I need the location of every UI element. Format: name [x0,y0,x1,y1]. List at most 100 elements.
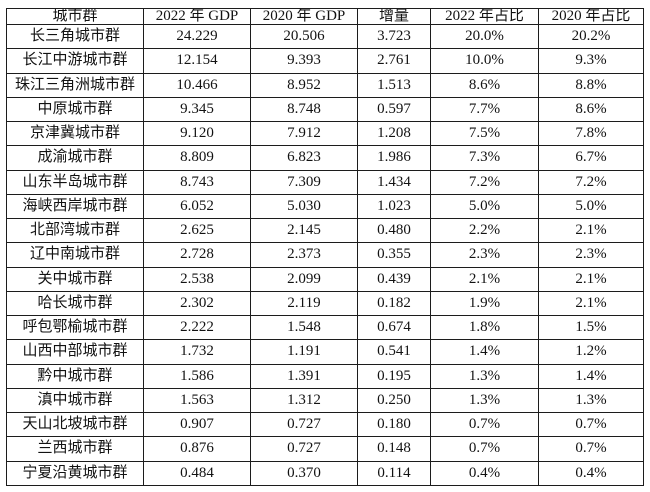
cell-share-2022: 2.2% [430,217,539,244]
cell-gdp-2020: 1.391 [250,363,358,389]
column-header-share-2020: 2020 年占比 [538,8,644,25]
cell-gdp-2020: 7.912 [250,120,358,147]
cell-increase: 0.182 [357,290,431,317]
cell-increase: 0.195 [357,363,431,389]
cell-share-2020: 5.0% [538,193,644,220]
cell-gdp-2020: 6.823 [250,145,358,171]
header-row: 城市群 2022 年 GDP 2020 年 GDP 增量 2022 年占比 20… [6,8,644,25]
cell-share-2020: 2.1% [538,290,644,317]
table-row: 海峡西岸城市群 6.052 5.030 1.023 5.0% 5.0% [6,193,644,220]
cell-gdp-2022: 2.728 [143,242,251,268]
cell-cluster: 关中城市群 [6,266,144,292]
cell-increase: 1.434 [357,169,431,195]
cell-share-2020: 7.2% [538,169,644,195]
cell-share-2022: 2.3% [430,242,539,268]
cell-cluster: 天山北坡城市群 [6,411,144,438]
table-row: 辽中南城市群 2.728 2.373 0.355 2.3% 2.3% [6,242,644,268]
cell-share-2022: 0.7% [430,436,539,462]
cell-gdp-2022: 1.732 [143,339,251,365]
table-row: 呼包鄂榆城市群 2.222 1.548 0.674 1.8% 1.5% [6,314,644,341]
cell-share-2020: 7.8% [538,120,644,147]
cell-cluster: 兰西城市群 [6,436,144,462]
cell-increase: 0.674 [357,314,431,341]
cell-share-2022: 1.4% [430,339,539,365]
cell-gdp-2020: 1.312 [250,387,358,414]
cell-gdp-2020: 9.393 [250,48,358,74]
cell-gdp-2022: 6.052 [143,193,251,220]
cell-share-2020: 0.7% [538,436,644,462]
cell-gdp-2022: 2.302 [143,290,251,317]
cell-share-2022: 10.0% [430,48,539,74]
cell-gdp-2020: 8.952 [250,72,358,98]
cell-share-2020: 0.7% [538,411,644,438]
cell-share-2022: 1.9% [430,290,539,317]
cell-cluster: 中原城市群 [6,96,144,123]
cell-cluster: 长三角城市群 [6,23,144,50]
cell-gdp-2022: 2.222 [143,314,251,341]
cell-share-2020: 9.3% [538,48,644,74]
table-row: 山西中部城市群 1.732 1.191 0.541 1.4% 1.2% [6,339,644,365]
table-row: 黔中城市群 1.586 1.391 0.195 1.3% 1.4% [6,363,644,389]
cell-cluster: 呼包鄂榆城市群 [6,314,144,341]
cell-cluster: 成渝城市群 [6,145,144,171]
cell-gdp-2020: 0.727 [250,436,358,462]
cell-gdp-2020: 2.145 [250,217,358,244]
cell-share-2022: 8.6% [430,72,539,98]
cell-gdp-2020: 0.370 [250,460,358,486]
cell-share-2020: 2.1% [538,266,644,292]
cell-share-2020: 0.4% [538,460,644,486]
cell-cluster: 宁夏沿黄城市群 [6,460,144,486]
column-header-cluster: 城市群 [6,8,144,25]
city-cluster-gdp-table: 城市群 2022 年 GDP 2020 年 GDP 增量 2022 年占比 20… [6,8,644,486]
cell-gdp-2020: 5.030 [250,193,358,220]
cell-share-2020: 6.7% [538,145,644,171]
cell-gdp-2022: 8.743 [143,169,251,195]
cell-increase: 1.208 [357,120,431,147]
table-row: 宁夏沿黄城市群 0.484 0.370 0.114 0.4% 0.4% [6,460,644,486]
cell-gdp-2020: 20.506 [250,23,358,50]
cell-share-2020: 2.1% [538,217,644,244]
cell-cluster: 黔中城市群 [6,363,144,389]
cell-increase: 1.023 [357,193,431,220]
cell-increase: 0.480 [357,217,431,244]
cell-gdp-2022: 2.538 [143,266,251,292]
cell-gdp-2022: 2.625 [143,217,251,244]
cell-share-2022: 7.5% [430,120,539,147]
table-body: 长三角城市群 24.229 20.506 3.723 20.0% 20.2% 长… [6,23,644,486]
cell-share-2022: 1.3% [430,363,539,389]
table-row: 兰西城市群 0.876 0.727 0.148 0.7% 0.7% [6,436,644,462]
cell-gdp-2022: 8.809 [143,145,251,171]
cell-share-2020: 1.5% [538,314,644,341]
cell-gdp-2020: 1.548 [250,314,358,341]
cell-cluster: 山东半岛城市群 [6,169,144,195]
cell-increase: 0.541 [357,339,431,365]
cell-cluster: 北部湾城市群 [6,217,144,244]
cell-increase: 1.986 [357,145,431,171]
cell-gdp-2022: 0.484 [143,460,251,486]
cell-share-2020: 1.4% [538,363,644,389]
cell-cluster: 长江中游城市群 [6,48,144,74]
column-header-increase: 增量 [357,8,431,25]
cell-gdp-2020: 2.373 [250,242,358,268]
cell-cluster: 京津冀城市群 [6,120,144,147]
cell-gdp-2022: 10.466 [143,72,251,98]
cell-increase: 0.250 [357,387,431,414]
table-row: 长江中游城市群 12.154 9.393 2.761 10.0% 9.3% [6,48,644,74]
column-header-share-2022: 2022 年占比 [430,8,539,25]
cell-share-2020: 8.6% [538,96,644,123]
column-header-gdp-2020: 2020 年 GDP [250,8,358,25]
cell-gdp-2020: 2.099 [250,266,358,292]
cell-share-2022: 2.1% [430,266,539,292]
cell-share-2022: 0.4% [430,460,539,486]
table-row: 珠江三角洲城市群 10.466 8.952 1.513 8.6% 8.8% [6,72,644,98]
cell-increase: 2.761 [357,48,431,74]
cell-gdp-2020: 1.191 [250,339,358,365]
cell-cluster: 山西中部城市群 [6,339,144,365]
table-row: 京津冀城市群 9.120 7.912 1.208 7.5% 7.8% [6,120,644,147]
table-row: 中原城市群 9.345 8.748 0.597 7.7% 8.6% [6,96,644,123]
cell-share-2020: 2.3% [538,242,644,268]
cell-increase: 1.513 [357,72,431,98]
cell-cluster: 珠江三角洲城市群 [6,72,144,98]
cell-share-2022: 7.2% [430,169,539,195]
